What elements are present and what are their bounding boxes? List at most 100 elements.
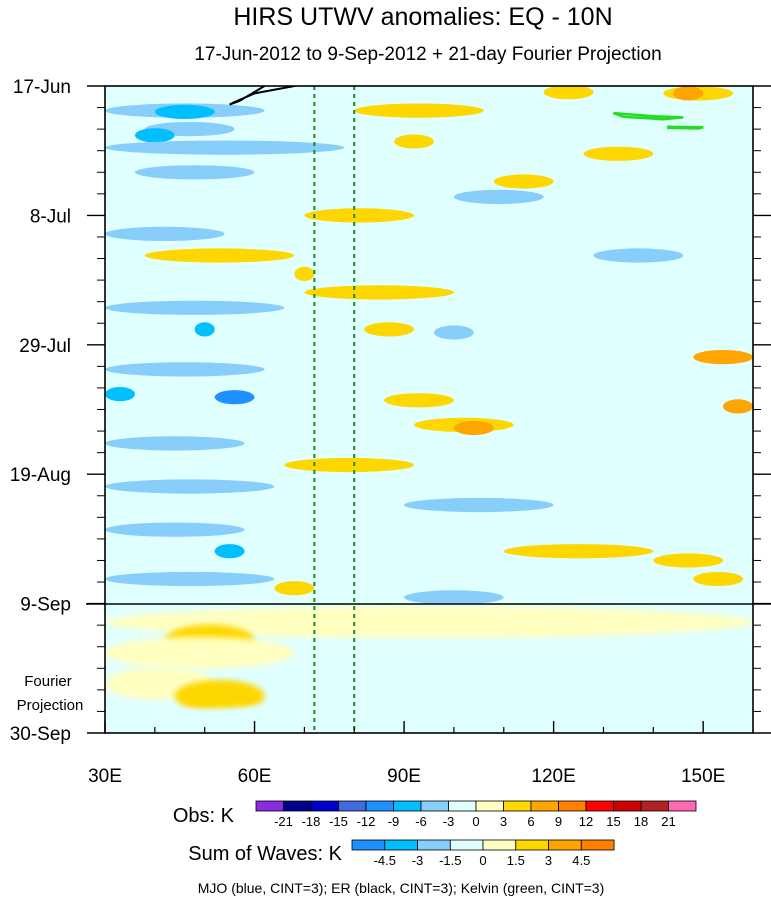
- anomaly-streak: [593, 248, 684, 263]
- colorbar-swatch: [283, 800, 312, 812]
- anomaly-streak: [105, 704, 753, 733]
- colorbar-swatch: [420, 800, 449, 812]
- anomaly-streak: [384, 393, 454, 408]
- anomaly-streak: [503, 544, 654, 559]
- colorbar-level-label: -3: [443, 814, 455, 829]
- x-tick-label: 120E: [531, 766, 575, 787]
- anomaly-streak: [105, 226, 225, 241]
- anomaly-streak: [453, 189, 544, 204]
- colorbar-swatch: [580, 839, 615, 851]
- y-tick-label: 8-Jul: [30, 206, 71, 227]
- colorbar-level-label: 0: [472, 814, 479, 829]
- anomaly-streak: [105, 522, 245, 537]
- colorbar-level-label: 3: [500, 814, 507, 829]
- colorbar-level-label: 4.5: [572, 853, 590, 868]
- anomaly-streak: [105, 479, 275, 494]
- plot-area: [86, 85, 771, 734]
- colorbar-swatch: [365, 800, 394, 812]
- anomaly-streak: [214, 390, 255, 405]
- y-tick-label: 30-Sep: [10, 724, 71, 745]
- y-tick-label: 29-Jul: [19, 336, 71, 357]
- anomaly-streak: [723, 399, 753, 414]
- anomaly-streak: [105, 140, 345, 155]
- chart-subtitle: 17-Jun-2012 to 9-Sep-2012 + 21-day Fouri…: [194, 44, 661, 65]
- colorbar-swatch: [503, 800, 532, 812]
- colorbar-level-label: -18: [302, 814, 321, 829]
- anomaly-streak: [653, 553, 724, 568]
- colorbar-level-label: -1.5: [439, 853, 461, 868]
- colorbar-level-label: 3: [545, 853, 552, 868]
- colorbar-swatch: [449, 839, 484, 851]
- colorbar-level-label: 1.5: [507, 853, 525, 868]
- colorbar-level-label: 15: [606, 814, 620, 829]
- colorbar-level-label: 18: [634, 814, 648, 829]
- projection-label-line1: Fourier: [24, 673, 72, 690]
- anomaly-streak: [454, 420, 494, 436]
- chart-title: HIRS UTWV anomalies: EQ - 10N: [233, 3, 612, 31]
- anomaly-streak: [394, 134, 434, 149]
- anomaly-streak: [583, 146, 654, 161]
- anomaly-streak: [105, 571, 275, 587]
- colorbar-swatch: [393, 800, 422, 812]
- colorbar-level-label: -4.5: [374, 853, 396, 868]
- x-tick-label: 60E: [238, 766, 272, 787]
- waves-colorbar: -4.5 -3 -1.5 0 1.5 3 4.5: [351, 839, 615, 868]
- anomaly-streak: [404, 497, 554, 513]
- colorbar-level-label: -15: [329, 814, 348, 829]
- kelvin-contour: [612, 111, 684, 121]
- wave-contours: [229, 86, 704, 130]
- anomaly-streak: [693, 571, 743, 587]
- colorbar-swatch: [448, 800, 477, 812]
- anomaly-streak: [214, 544, 245, 559]
- y-tick-label: 19-Aug: [10, 465, 71, 486]
- anomaly-streak: [105, 606, 753, 639]
- waves-colorbar-label: Sum of Waves: K: [188, 843, 342, 865]
- anomaly-streak: [144, 248, 295, 263]
- colorbar-swatch: [585, 800, 614, 812]
- colorbar-level-label: 6: [527, 814, 534, 829]
- colorbar-swatch: [255, 800, 284, 812]
- colorbar-swatch: [417, 839, 451, 851]
- colorbar-swatch: [613, 800, 642, 812]
- colorbar-swatch: [475, 800, 504, 812]
- colorbar-swatch: [351, 839, 386, 851]
- anomaly-streak: [105, 387, 135, 402]
- x-tick-label: 150E: [681, 766, 725, 787]
- colorbar-swatch: [530, 800, 559, 812]
- anomaly-streak: [194, 322, 215, 337]
- anomaly-streak: [434, 325, 474, 340]
- obs-colorbar: -21 -18 -15 -12 -9 -6 -3 0 3 6 9 12 15 18 21: [255, 800, 697, 829]
- colorbar-swatch: [338, 800, 367, 812]
- anomaly-streak: [543, 86, 594, 100]
- x-tick-label: 30E: [88, 766, 122, 787]
- colorbar-swatch: [558, 800, 587, 812]
- anomaly-streak: [284, 457, 415, 473]
- anomaly-streak: [304, 208, 415, 223]
- anomaly-streak: [174, 680, 265, 712]
- colorbar-swatch: [548, 839, 582, 851]
- colorbar-swatch: [515, 839, 549, 851]
- anomaly-streak: [354, 655, 753, 688]
- y-tick-label: 17-Jun: [13, 77, 71, 98]
- kelvin-contour: [667, 125, 704, 130]
- anomaly-streak: [105, 300, 285, 315]
- colorbar-level-label: 0: [479, 853, 486, 868]
- x-tick-label: 90E: [387, 766, 421, 787]
- colorbar-level-label: 12: [579, 814, 593, 829]
- y-axis: 17-Jun 8-Jul 29-Jul 19-Aug 9-Sep 30-Sep: [10, 77, 771, 745]
- anomaly-streak: [404, 590, 504, 605]
- footnote: MJO (blue, CINT=3); ER (black, CINT=3); …: [198, 880, 605, 896]
- y-tick-label: 9-Sep: [20, 595, 71, 616]
- anomaly-streak: [134, 165, 255, 180]
- x-axis: 30E 60E 90E 120E 150E: [88, 721, 725, 787]
- colorbar-level-label: -21: [274, 814, 293, 829]
- colorbar-swatch: [384, 839, 418, 851]
- anomaly-streak: [154, 104, 215, 119]
- colorbar-level-label: -6: [415, 814, 427, 829]
- colorbar-level-label: -3: [412, 853, 424, 868]
- anomaly-streak: [105, 436, 245, 451]
- anomaly-streak: [294, 266, 315, 281]
- colorbar-level-label: -9: [388, 814, 400, 829]
- projection-label-line2: Projection: [17, 697, 84, 714]
